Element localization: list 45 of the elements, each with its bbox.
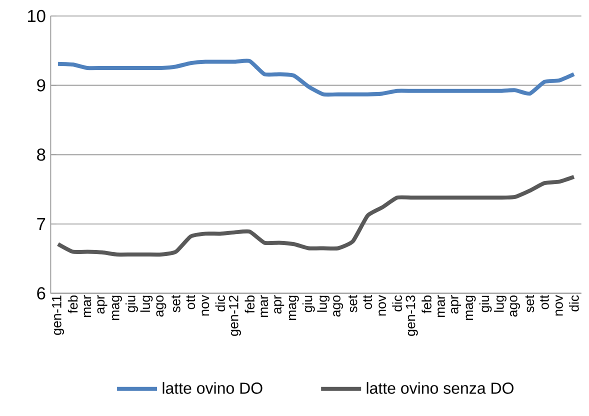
x-tick-label: feb xyxy=(244,295,255,314)
x-tick-label: apr xyxy=(97,295,108,314)
x-tick-label: ago xyxy=(333,295,344,317)
x-tick-label: nov xyxy=(556,294,563,316)
x-tick-label: dic xyxy=(569,295,579,312)
x-tick-label: nov xyxy=(202,294,210,316)
x-tick-label: lug xyxy=(140,296,153,312)
x-tick-label: mar xyxy=(260,295,268,318)
x-tick-label: apr xyxy=(274,295,284,314)
x-tick-label: giu xyxy=(126,296,138,312)
x-tick-label: mag xyxy=(466,296,476,320)
x-tick-label: nov xyxy=(378,294,386,316)
x-tick-label: apr xyxy=(451,295,461,314)
x-tick-label: lug xyxy=(317,296,330,312)
x-tick-label: set xyxy=(172,295,180,312)
y-tick-label: 8 xyxy=(37,148,46,161)
x-tick-label: feb xyxy=(68,295,78,314)
x-tick-label: gen-12 xyxy=(228,296,241,336)
x-tick-label: gen-13 xyxy=(406,296,418,336)
y-tick-label: 10 xyxy=(28,10,46,22)
x-tick-label: feb xyxy=(422,295,432,314)
x-tick-label: ago xyxy=(156,295,166,317)
x-tick-label: mar xyxy=(438,295,445,318)
x-tick-label: giu xyxy=(302,296,315,312)
legend-label: latte ovino senza DO xyxy=(366,382,514,394)
x-tick-label: gen-11 xyxy=(52,296,64,335)
x-tick-label: giu xyxy=(479,296,492,312)
x-tick-label: mar xyxy=(84,295,92,318)
x-tick-label: set xyxy=(348,295,358,312)
x-tick-label: ott xyxy=(540,295,549,310)
x-tick-label: ott xyxy=(186,295,196,310)
x-tick-label: mag xyxy=(112,296,122,320)
x-tick-label: dic xyxy=(215,295,226,312)
x-tick-label: mag xyxy=(288,296,299,320)
x-tick-label: dic xyxy=(392,295,402,312)
legend-label: latte ovino DO xyxy=(162,382,262,394)
line-series xyxy=(56,174,576,257)
y-tick-label: 6 xyxy=(37,287,46,300)
x-tick-label: lug xyxy=(494,296,506,312)
line-series xyxy=(56,58,576,97)
y-tick-label: 9 xyxy=(37,79,46,92)
y-tick-label: 7 xyxy=(37,218,46,230)
x-tick-label: ott xyxy=(363,295,372,310)
x-tick-label: ago xyxy=(510,295,520,317)
x-tick-label: set xyxy=(525,295,534,312)
